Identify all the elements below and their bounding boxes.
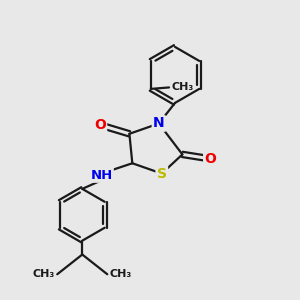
Text: CH₃: CH₃ — [110, 269, 132, 279]
Text: O: O — [204, 152, 216, 166]
Text: CH₃: CH₃ — [33, 269, 55, 279]
Text: N: N — [153, 116, 165, 130]
Text: NH: NH — [90, 169, 112, 182]
Text: CH₃: CH₃ — [171, 82, 194, 92]
Text: O: O — [94, 118, 106, 132]
Text: S: S — [157, 167, 167, 181]
